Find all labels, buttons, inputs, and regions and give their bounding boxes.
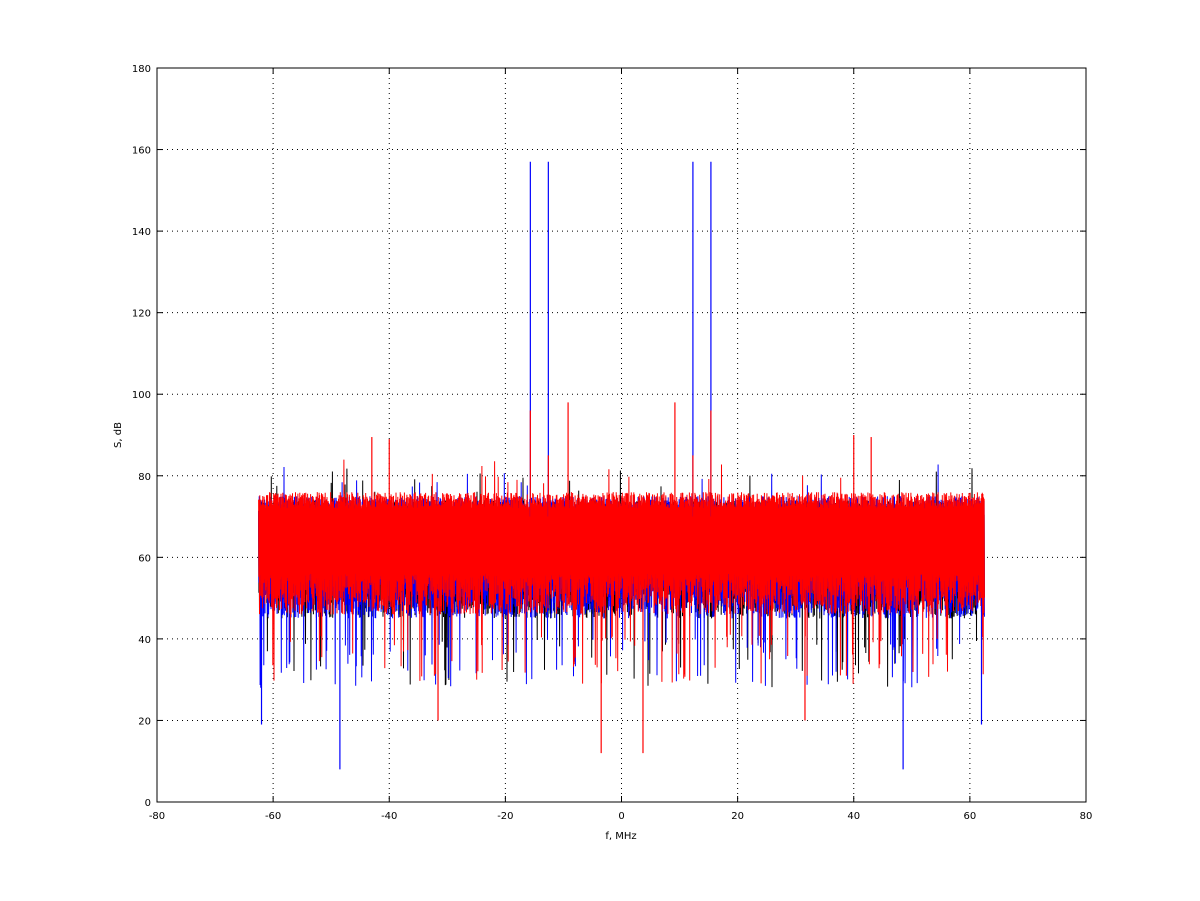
x-tick-label: -20: [497, 811, 513, 822]
x-tick-label: 80: [1080, 811, 1093, 822]
x-tick-label: 0: [618, 811, 624, 822]
x-axis-label: f, MHz: [605, 831, 636, 842]
x-tick-label: 60: [964, 811, 977, 822]
y-tick-label: 80: [138, 472, 151, 483]
x-tick-label: -60: [265, 811, 281, 822]
y-axis-label: S, dB: [113, 422, 124, 448]
y-tick-label: 20: [138, 716, 151, 727]
y-tick-label: 0: [145, 798, 151, 809]
y-tick-label: 180: [132, 64, 151, 75]
ticks: -80 -60 -40 -20 0 20 40 60 80 0 20 40 60 80 100 120 140 1…: [132, 64, 1092, 822]
y-tick-label: 120: [132, 309, 151, 320]
plot-background: [157, 68, 1086, 802]
y-tick-label: 40: [138, 635, 151, 646]
series-group: [258, 161, 985, 770]
x-tick-label: -80: [149, 811, 165, 822]
x-tick-label: -40: [381, 811, 397, 822]
x-tick-label: 40: [847, 811, 860, 822]
series-2-trace: [258, 459, 985, 684]
y-tick-label: 140: [132, 227, 151, 238]
y-tick-label: 60: [138, 553, 151, 564]
x-tick-label: 20: [731, 811, 744, 822]
y-tick-label: 160: [132, 146, 151, 157]
y-tick-label: 100: [132, 390, 151, 401]
